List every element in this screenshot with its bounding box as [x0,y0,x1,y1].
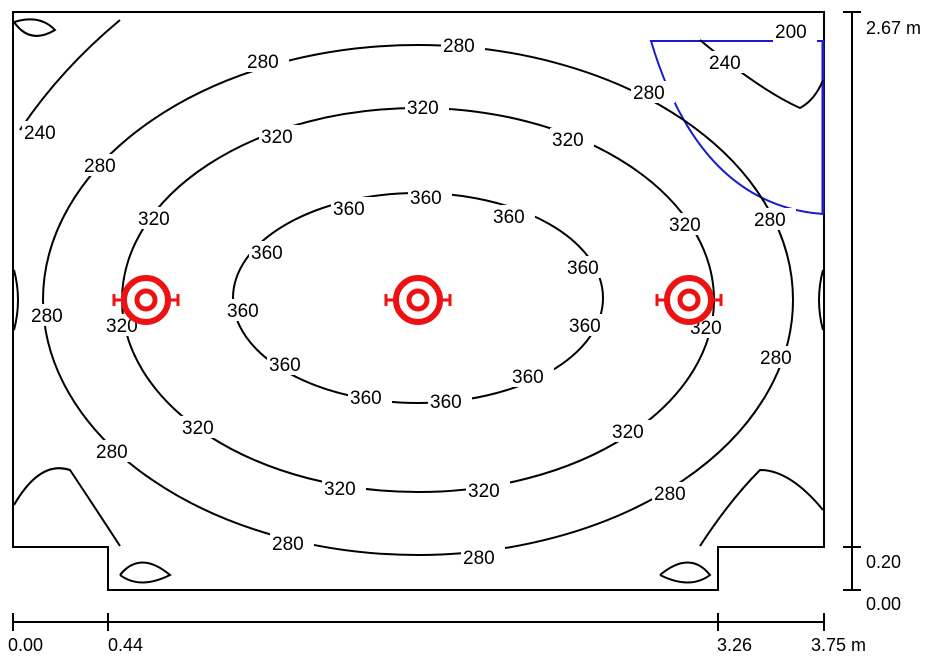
y-dim-label: 0.20 [866,552,901,572]
contour-label-280: 280 [463,548,495,569]
contour-label-240: 240 [709,53,741,74]
contour-240-lum-right [659,561,712,584]
contour-label-360: 360 [227,301,259,322]
contour-label-320: 320 [324,479,356,500]
contour-label-360: 360 [430,392,462,413]
contour-label-360: 360 [251,243,283,264]
contour-label-360: 360 [567,258,599,279]
contour-label-280: 280 [760,348,792,369]
contour-label-360: 360 [410,188,442,209]
contour-label-360: 360 [493,207,525,228]
luminaire-icon[interactable] [655,275,723,325]
contour-label-240: 240 [24,123,56,144]
x-dim-label: 3.75 m [811,635,866,655]
contour-label-360: 360 [350,388,382,409]
contour-240-corner-bl [13,467,121,547]
contour-label-320: 320 [407,98,439,119]
contour-240-corner-br [699,468,824,547]
contour-240-corner-tl [13,18,57,37]
contour-240-edge-left [13,269,19,331]
contour-label-360: 360 [512,367,544,388]
contour-label-280: 280 [96,442,128,463]
contour-label-200: 200 [775,22,807,43]
x-dimension: 0.00 0.44 3.26 3.75 m [8,613,866,655]
contour-240-lum-left [119,561,172,584]
luminaire-icon[interactable] [384,275,452,325]
y-dim-label: 2.67 m [866,18,921,38]
contour-label-280: 280 [633,83,665,104]
contour-label-320: 320 [669,215,701,236]
contour-label-320: 320 [261,127,293,148]
x-dim-label: 0.44 [108,635,143,655]
contour-280 [42,44,794,556]
contour-label-280: 280 [272,534,304,555]
y-dimension: 2.67 m 0.20 0.00 [843,11,921,614]
contour-label-360: 360 [569,316,601,337]
x-dim-label: 0.00 [8,635,43,655]
contour-label-280: 280 [84,156,116,177]
contour-label-320: 320 [612,422,644,443]
contour-240-right [699,39,824,110]
contour-label-280: 280 [654,484,686,505]
contour-label-360: 360 [269,355,301,376]
x-dim-label: 3.26 [717,635,752,655]
contour-label-320: 320 [468,481,500,502]
contour-label-320: 320 [138,209,170,230]
contour-240-left [19,19,121,131]
contour-label-320: 320 [106,316,138,337]
luminaire-icon[interactable] [112,275,180,325]
contour-label-360: 360 [333,199,365,220]
contour-240-edge-right [818,269,824,331]
contour-label-320: 320 [552,130,584,151]
contour-label-280: 280 [31,306,63,327]
contour-label-320: 320 [182,418,214,439]
contour-label-280: 280 [247,52,279,73]
contour-label-280: 280 [754,210,786,231]
y-dim-label: 0.00 [866,594,901,614]
contour-labels: 200 240 240 280 280 280 280 280 280 280 … [22,20,817,569]
contour-label-280: 280 [443,36,475,57]
